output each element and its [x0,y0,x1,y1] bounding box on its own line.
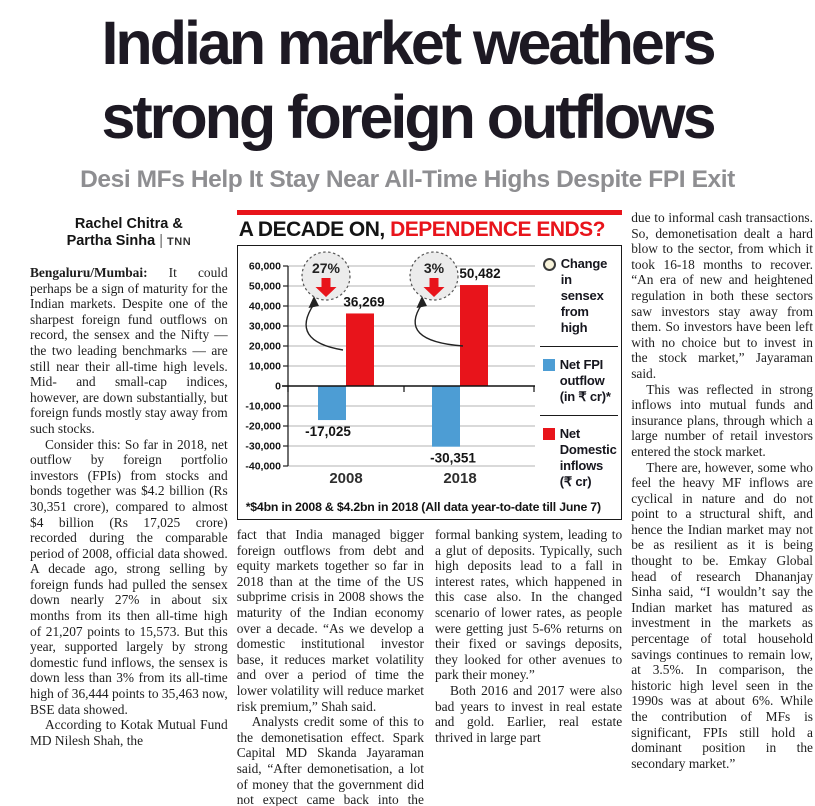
byline: Rachel Chitra & Partha Sinha | TNN [30,216,228,251]
svg-text:27%: 27% [312,260,341,276]
svg-text:30,000: 30,000 [249,321,281,333]
paragraph: Bengaluru/Mumbai: It could perhaps be a … [30,265,228,437]
svg-text:2008: 2008 [329,470,362,487]
byline-author-1: Rachel Chitra & [74,216,183,232]
legend-item-domestic-inflows: Net Domestic inflows (₹ cr) [539,415,618,500]
paragraph: This was reflected in strong inflows int… [631,381,813,459]
svg-text:36,269: 36,269 [343,294,384,309]
legend-item-sensex-change: Change in sensex from high [540,246,618,346]
paragraph: According to Kotak Mutual Fund MD Nilesh… [30,717,228,748]
article-middle: A DECADE ON, DEPENDENCE ENDS? 60,000 50,0… [236,210,623,806]
chart-title-black: A DECADE ON, [238,218,386,241]
paragraph: Consider this: So far in 2018, net outfl… [30,436,228,717]
paragraph: There are, however, some who feel the he… [631,459,813,771]
svg-text:-17,025: -17,025 [305,424,351,439]
chart-section: A DECADE ON, DEPENDENCE ENDS? 60,000 50,0… [236,210,623,520]
article-column-4: due to informal cash transactions. So, d… [631,210,813,771]
dateline: Bengaluru/Mumbai: [30,265,148,280]
svg-text:50,482: 50,482 [459,266,500,281]
headline: Indian market weathers strong foreign ou… [101,9,716,151]
svg-text:10,000: 10,000 [249,361,281,373]
paragraph: Analysts credit some of this to the demo… [236,527,623,806]
chart-legend: Change in sensex from high Net FPI outfl… [539,246,618,500]
svg-text:2018: 2018 [443,470,476,487]
legend-item-fpi-outflow: Net FPI outflow (in ₹ cr)* [539,346,618,415]
svg-text:50,000: 50,000 [249,281,281,293]
paragraph: due to informal cash transactions. So, d… [631,210,813,381]
svg-text:-30,351: -30,351 [430,451,476,466]
article-body: Rachel Chitra & Partha Sinha | TNN Benga… [0,194,815,806]
svg-text:-10,000: -10,000 [245,401,281,413]
article-middle-columns: fact that India managed bigger foreign o… [237,527,622,806]
fpi-outflow-square-icon [542,359,555,371]
svg-text:40,000: 40,000 [249,301,281,313]
chart-box: 60,000 50,000 40,000 30,000 20,000 10,000 0 -10… [236,245,623,520]
svg-text:-30,000: -30,000 [245,441,281,453]
chart-footnote: *$4bn in 2008 & $4.2bn in 2018 (All data… [245,500,601,514]
chart-title: A DECADE ON, DEPENDENCE ENDS? [237,215,622,245]
chart-top-rule [236,210,623,215]
domestic-inflows-square-icon [542,428,555,440]
paragraph: Both 2016 and 2017 were also bad years t… [434,682,623,745]
svg-text:-20,000: -20,000 [245,421,281,433]
bar-chart: 60,000 50,000 40,000 30,000 20,000 10,000 0 -10… [245,251,535,487]
byline-agency: TNN [167,236,192,248]
paragraph: fact that India managed bigger foreign o… [236,527,424,714]
byline-separator: | [155,233,168,249]
svg-text:60,000: 60,000 [249,261,281,273]
svg-text:3%: 3% [424,260,445,276]
legend-label: Net FPI outflow (in ₹ cr)* [559,357,611,404]
paragraph-text: It could perhaps be a sign of maturity f… [30,265,228,436]
legend-label: Net Domestic inflows (₹ cr) [559,426,617,489]
article-column-1: Rachel Chitra & Partha Sinha | TNN Benga… [30,210,228,748]
svg-text:0: 0 [275,381,281,393]
legend-label: Change in sensex from high [560,256,608,335]
chart-title-red: DEPENDENCE ENDS? [390,218,605,241]
chart-plot-area: 60,000 50,000 40,000 30,000 20,000 10,000 0 -10… [238,246,540,500]
byline-author-2: Partha Sinha [66,233,156,249]
svg-text:-40,000: -40,000 [245,461,281,473]
sensex-change-circle-icon [542,258,556,271]
svg-text:20,000: 20,000 [249,341,281,353]
subheadline: Desi MFs Help It Stay Near All-Time High… [80,166,735,193]
